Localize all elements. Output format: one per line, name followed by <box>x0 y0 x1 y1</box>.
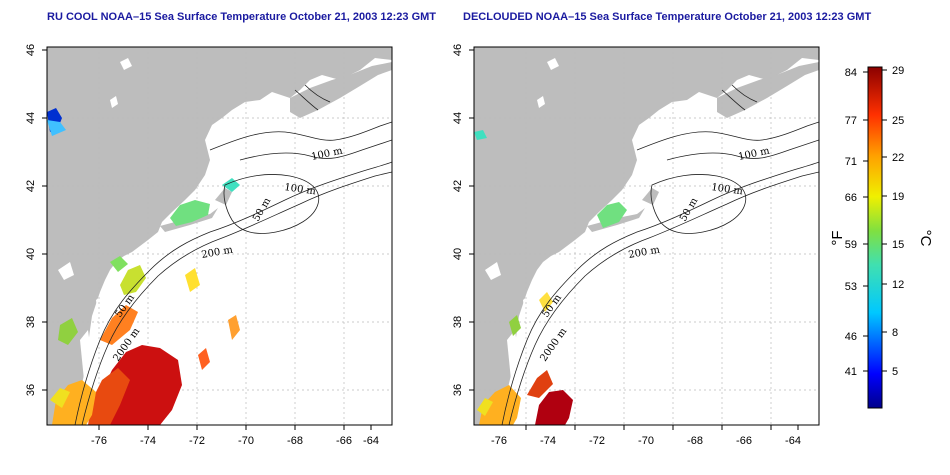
colorbar-c-tick: 8 <box>892 327 898 339</box>
x-tick-label: -64 <box>785 435 801 447</box>
colorbar-c-tick: 25 <box>892 115 904 127</box>
colorbar-celsius-label: °C <box>917 230 934 247</box>
colorbar-fahrenheit-label: °F <box>829 230 846 245</box>
x-tick-label: -68 <box>687 435 703 447</box>
x-tick-label: -74 <box>140 435 156 447</box>
y-tick-label: 46 <box>452 44 464 56</box>
colorbar-c-tick: 22 <box>892 152 904 164</box>
bathymetry-contours <box>74 84 392 425</box>
colorbar: 84 77 71 66 59 53 46 41 29 25 22 19 15 1… <box>829 65 934 409</box>
y-tick-label: 36 <box>452 384 464 396</box>
colorbar-f-tick: 59 <box>845 239 857 251</box>
grid-lines-right <box>474 47 819 425</box>
x-tick-label: -64 <box>363 435 379 447</box>
x-tick-label: -72 <box>189 435 205 447</box>
colorbar-c-tick: 5 <box>892 366 898 378</box>
y-tick-label: 38 <box>452 316 464 328</box>
right-map-panel: 100 m 100 m 50 m 200 m 50 m 2000 m <box>474 47 819 425</box>
colorbar-f-tick: 53 <box>845 281 857 293</box>
y-tick-label: 44 <box>452 112 464 124</box>
land-mass <box>47 47 392 425</box>
x-tick-label: -72 <box>589 435 605 447</box>
left-plot-frame <box>46 46 393 426</box>
contour-label-100m-b: 100 m <box>284 182 317 197</box>
y-tick-label: 38 <box>25 316 37 328</box>
colorbar-gradient <box>867 66 883 409</box>
right-plot-frame <box>473 46 820 426</box>
colorbar-f-tick: 77 <box>845 115 857 127</box>
x-tick-label: -70 <box>238 435 254 447</box>
y-tick-label: 42 <box>452 180 464 192</box>
x-tick-label: -66 <box>736 435 752 447</box>
x-tick-label: -76 <box>91 435 107 447</box>
left-x-tick-labels: -76 -74 -72 -70 -68 -66 -64 <box>91 435 379 447</box>
colorbar-c-tick: 19 <box>892 191 904 203</box>
x-tick-label: -66 <box>336 435 352 447</box>
right-y-tick-labels: 46 44 42 40 38 36 <box>452 44 464 396</box>
y-tick-label: 36 <box>25 384 37 396</box>
left-y-tick-labels: 46 44 42 40 38 36 <box>25 44 37 396</box>
left-panel-title: RU COOL NOAA–15 Sea Surface Temperature … <box>47 11 437 23</box>
y-tick-label: 46 <box>25 44 37 56</box>
colorbar-f-tick: 66 <box>845 192 857 204</box>
x-tick-label: -70 <box>638 435 654 447</box>
y-tick-label: 44 <box>25 112 37 124</box>
right-x-tick-labels: -76 -74 -72 -70 -68 -66 -64 <box>491 435 801 447</box>
x-tick-label: -68 <box>287 435 303 447</box>
colorbar-f-tick: 84 <box>845 67 857 79</box>
right-panel-title: DECLOUDED NOAA–15 Sea Surface Temperatur… <box>463 11 872 23</box>
sst-pixels-declouded <box>474 130 627 425</box>
bathymetry-contours-right <box>501 84 819 425</box>
left-map-panel: 100 m 100 m 50 m 200 m 50 m 2000 m <box>47 47 392 425</box>
x-tick-label: -76 <box>491 435 507 447</box>
y-tick-label: 40 <box>452 248 464 260</box>
y-tick-label: 42 <box>25 180 37 192</box>
colorbar-f-tick: 71 <box>845 156 857 168</box>
right-y-axis <box>469 49 474 391</box>
left-x-axis <box>98 425 372 430</box>
colorbar-f-tick: 46 <box>845 331 857 343</box>
sst-pixels <box>47 108 240 425</box>
colorbar-c-tick: 12 <box>892 279 904 291</box>
right-x-axis <box>525 425 799 430</box>
colorbar-c-tick: 15 <box>892 239 904 251</box>
left-y-axis <box>42 49 47 391</box>
x-tick-label: -74 <box>540 435 556 447</box>
colorbar-f-tick: 41 <box>845 366 857 378</box>
colorbar-c-tick: 29 <box>892 65 904 77</box>
y-tick-label: 40 <box>25 248 37 260</box>
contour-label-r-100m-b: 100 m <box>711 182 744 197</box>
